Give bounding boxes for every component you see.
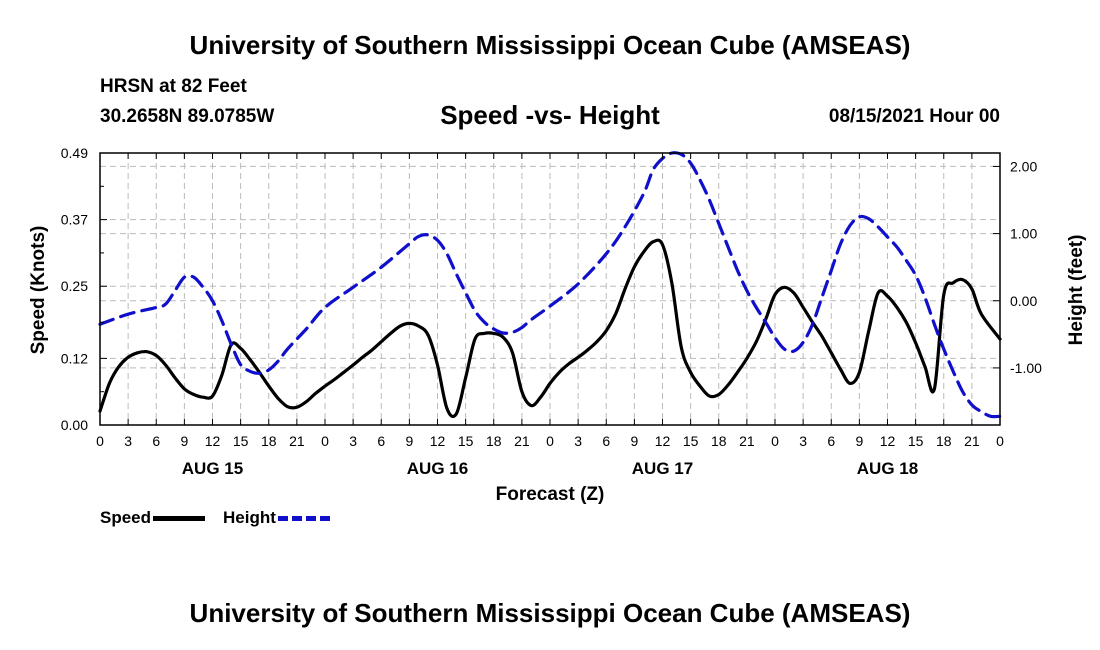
legend-speed-label: Speed bbox=[100, 508, 152, 527]
legend: Speed Height bbox=[100, 508, 348, 528]
x-tick-label: 0 bbox=[996, 433, 1004, 449]
chart-subtitle: Speed -vs- Height bbox=[440, 100, 660, 130]
x-tick-label: 15 bbox=[683, 433, 699, 449]
y-tick-label: 0.37 bbox=[61, 212, 88, 228]
speed-height-chart: 0 3 6 9 12 15 18 21 0 3 6 9 12 15 18 21 0 3 6 9 12 15 18 21 0 3 6 9… bbox=[28, 145, 1087, 505]
x-tick-label: 12 bbox=[880, 433, 896, 449]
x-tick-label: 3 bbox=[349, 433, 357, 449]
day-label: AUG 18 bbox=[857, 459, 918, 478]
x-tick-label: 12 bbox=[205, 433, 221, 449]
x-tick-label: 0 bbox=[546, 433, 554, 449]
x-tick-label: 6 bbox=[602, 433, 610, 449]
y-tick-label: 0.00 bbox=[61, 417, 88, 433]
x-tick-label: 9 bbox=[405, 433, 413, 449]
chart-title: University of Southern Mississippi Ocean… bbox=[189, 30, 911, 60]
y2-tick-label: 2.00 bbox=[1010, 158, 1037, 174]
x-tick-label: 9 bbox=[180, 433, 188, 449]
x-tick-label: 15 bbox=[458, 433, 474, 449]
x-tick-label: 0 bbox=[771, 433, 779, 449]
legend-height-swatch bbox=[277, 515, 330, 521]
series-layer bbox=[98, 151, 1002, 419]
x-tick-label: 6 bbox=[152, 433, 160, 449]
speed-series-line bbox=[98, 238, 1002, 419]
axes: 0 3 6 9 12 15 18 21 0 3 6 9 12 15 18 21 0 3 6 9 12 15 18 21 0 3 6 9… bbox=[61, 145, 1042, 478]
x-tick-label: 15 bbox=[908, 433, 924, 449]
forecast-datetime: 08/15/2021 Hour 00 bbox=[828, 106, 1000, 127]
x-tick-label: 9 bbox=[855, 433, 863, 449]
x-tick-label: 18 bbox=[936, 433, 952, 449]
x-tick-label: 18 bbox=[711, 433, 727, 449]
x-tick-label: 12 bbox=[430, 433, 446, 449]
station-label: HRSN at 82 Feet bbox=[100, 76, 247, 97]
x-tick-label: 9 bbox=[630, 433, 638, 449]
day-label: AUG 17 bbox=[632, 459, 693, 478]
x-tick-label: 21 bbox=[289, 433, 305, 449]
legend-height-label: Height bbox=[223, 508, 276, 527]
x-tick-label: 3 bbox=[124, 433, 132, 449]
x-axis-label: Forecast (Z) bbox=[496, 484, 605, 505]
x-tick-label: 18 bbox=[486, 433, 502, 449]
legend-speed-swatch bbox=[153, 515, 206, 521]
y-tick-label: 0.12 bbox=[61, 350, 88, 366]
day-label: AUG 16 bbox=[407, 459, 468, 478]
x-tick-label: 21 bbox=[739, 433, 755, 449]
x-tick-label: 6 bbox=[827, 433, 835, 449]
x-tick-label: 0 bbox=[96, 433, 104, 449]
y2-tick-label: 0.00 bbox=[1010, 293, 1037, 309]
legend-item-speed: Speed bbox=[100, 508, 206, 528]
y-tick-label: 0.49 bbox=[61, 145, 88, 161]
height-series-line bbox=[98, 151, 1002, 419]
legend-item-height: Height bbox=[223, 508, 330, 528]
x-tick-label: 3 bbox=[574, 433, 582, 449]
x-tick-label: 6 bbox=[377, 433, 385, 449]
y-tick-label: 0.25 bbox=[61, 278, 88, 294]
day-label: AUG 15 bbox=[182, 459, 243, 478]
station-coordinates: 30.2658N 89.0785W bbox=[100, 106, 275, 127]
x-tick-label: 3 bbox=[799, 433, 807, 449]
x-tick-label: 21 bbox=[514, 433, 530, 449]
x-tick-label: 21 bbox=[964, 433, 980, 449]
y2-tick-label: 1.00 bbox=[1010, 226, 1037, 242]
y-axis-right-label: Height (feet) bbox=[1066, 235, 1087, 346]
x-tick-label: 0 bbox=[321, 433, 329, 449]
x-tick-label: 15 bbox=[233, 433, 249, 449]
x-tick-label: 12 bbox=[655, 433, 671, 449]
y-axis-left-label: Speed (Knots) bbox=[28, 226, 49, 355]
x-tick-label: 18 bbox=[261, 433, 277, 449]
footer-title: University of Southern Mississippi Ocean… bbox=[189, 598, 911, 628]
y2-tick-label: -1.00 bbox=[1010, 360, 1042, 376]
